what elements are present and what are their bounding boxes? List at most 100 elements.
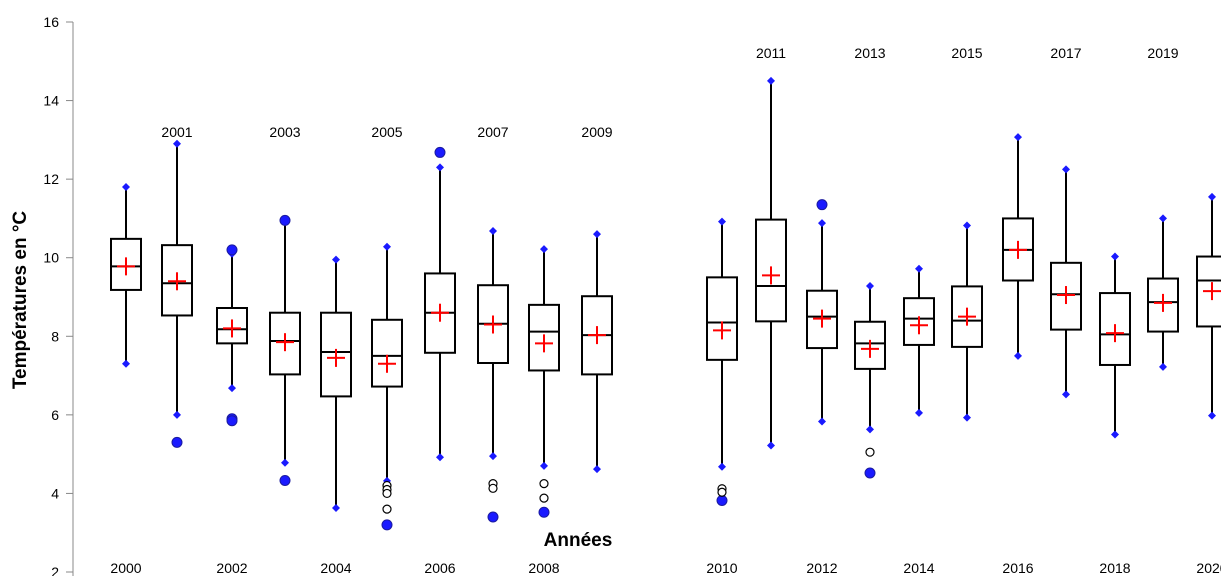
iqr-box	[528, 303, 560, 372]
iqr-box	[806, 289, 838, 350]
year-label: 2003	[269, 124, 300, 140]
box-2006	[424, 146, 456, 462]
year-label: 2006	[424, 560, 455, 576]
y-tick-label: 14	[43, 93, 59, 109]
max-marker	[173, 139, 181, 148]
min-marker	[332, 503, 340, 512]
min-marker	[1014, 351, 1022, 360]
box-2020	[1196, 192, 1221, 420]
max-marker	[915, 264, 923, 273]
box-2005	[371, 242, 403, 531]
outlier-point	[816, 199, 828, 211]
min-marker	[489, 452, 497, 461]
year-label: 2011	[756, 45, 786, 61]
y-tick-label: 10	[43, 250, 59, 266]
box-2007	[477, 227, 509, 523]
outlier-point	[864, 467, 876, 479]
year-label: 2012	[806, 560, 837, 576]
year-label: 2019	[1147, 45, 1178, 61]
max-marker	[593, 230, 601, 239]
outlier-point	[171, 436, 183, 448]
year-label: 2007	[477, 124, 508, 140]
box-2014	[903, 264, 935, 417]
max-marker	[489, 227, 497, 235]
box-2016	[1002, 133, 1034, 360]
max-marker	[383, 242, 391, 251]
outlier-point	[381, 519, 393, 531]
outlier-point	[434, 146, 446, 158]
max-marker	[1159, 214, 1167, 223]
min-marker	[1111, 430, 1119, 439]
max-marker	[1111, 252, 1119, 261]
outlier-point	[538, 506, 550, 518]
max-marker	[767, 76, 775, 85]
min-marker	[818, 417, 826, 426]
y-tick-label: 4	[51, 485, 59, 501]
outlier-point	[279, 474, 291, 486]
outlier-point	[716, 495, 728, 506]
box-2011	[755, 76, 787, 450]
year-label: 2004	[320, 560, 351, 576]
min-marker	[1062, 390, 1070, 399]
iqr-box	[371, 318, 403, 388]
outlier-point-open	[382, 488, 392, 499]
year-label: 2010	[706, 560, 737, 576]
box-2010	[706, 217, 738, 506]
max-marker	[332, 255, 340, 264]
min-marker	[228, 384, 236, 393]
box-2009	[581, 230, 613, 474]
box-2015	[951, 221, 983, 422]
y-tick-label: 8	[51, 328, 59, 344]
year-labels: 2000 2001 2002 2003 2004 2005 2006 2007 2008 2009…	[110, 45, 1221, 576]
max-marker	[1062, 165, 1070, 174]
year-label: 2002	[216, 560, 247, 576]
min-marker	[281, 458, 289, 467]
min-marker	[963, 413, 971, 422]
outlier-point	[226, 415, 238, 427]
year-label: 2009	[581, 124, 612, 140]
box-2013	[854, 282, 886, 479]
outlier-point-open	[488, 483, 498, 493]
y-tick-label: 6	[51, 407, 59, 423]
box-2003	[269, 214, 301, 486]
year-label: 2008	[528, 560, 559, 576]
box-2008	[528, 245, 560, 518]
year-label: 2000	[110, 560, 141, 576]
year-label: 2017	[1050, 45, 1081, 61]
boxes	[110, 76, 1221, 531]
box-2019	[1147, 214, 1179, 371]
min-marker	[718, 462, 726, 471]
min-marker	[436, 453, 444, 462]
min-marker	[173, 410, 181, 419]
outlier-point	[226, 244, 238, 256]
box-2002	[216, 244, 248, 427]
min-marker	[1208, 411, 1216, 420]
year-label: 2013	[854, 45, 885, 61]
iqr-box	[706, 276, 738, 361]
y-tick-label: 2	[51, 564, 59, 576]
y-ticks: 2 4 6 8 10 12 14 16	[43, 14, 73, 576]
y-tick-label: 12	[43, 171, 59, 187]
max-marker	[1014, 133, 1022, 142]
max-marker	[122, 183, 130, 191]
min-marker	[540, 461, 548, 470]
min-marker	[1159, 362, 1167, 371]
outlier-point-open	[539, 493, 549, 503]
box-2017	[1050, 165, 1082, 399]
box-2004	[320, 255, 352, 512]
year-label: 2014	[903, 560, 934, 576]
min-marker	[915, 408, 923, 417]
y-axis-title: Températures en °C	[10, 211, 31, 390]
year-label: 2015	[951, 45, 982, 61]
max-marker	[718, 217, 726, 226]
outlier-point-open	[865, 447, 875, 457]
max-marker	[436, 163, 444, 172]
box-2012	[806, 199, 838, 426]
min-marker	[122, 359, 130, 368]
outlier-point-open	[539, 479, 549, 489]
year-label: 2020	[1196, 560, 1221, 576]
max-marker	[818, 219, 826, 228]
outlier-point-open	[382, 504, 392, 514]
min-marker	[593, 465, 601, 474]
